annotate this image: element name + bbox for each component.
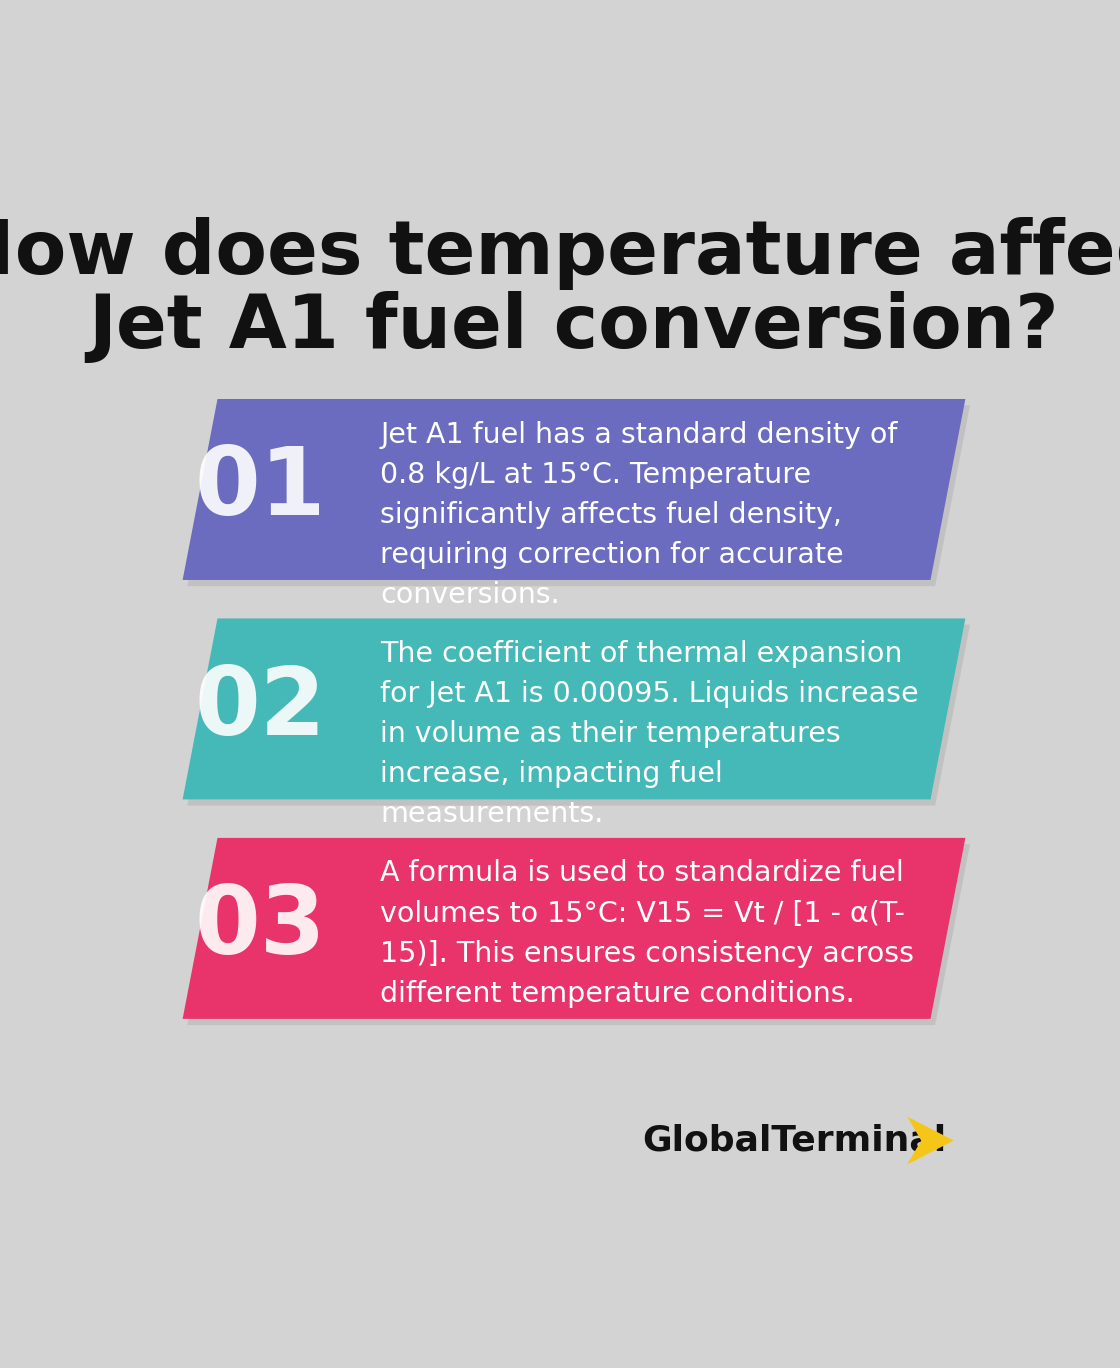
Polygon shape [187,405,970,586]
Polygon shape [183,399,965,580]
Text: A formula is used to standardize fuel
volumes to 15°C: V15 = Vt / [1 - α(T-
15)]: A formula is used to standardize fuel vo… [381,859,914,1008]
Polygon shape [183,839,965,1019]
Text: The coefficient of thermal expansion
for Jet A1 is 0.00095. Liquids increase
in : The coefficient of thermal expansion for… [381,640,918,829]
Text: 02: 02 [194,663,326,755]
Polygon shape [183,618,965,799]
Text: GlobalTerminal: GlobalTerminal [642,1123,946,1157]
Polygon shape [187,844,970,1025]
Polygon shape [907,1116,954,1164]
Text: Jet A1 fuel conversion?: Jet A1 fuel conversion? [88,291,1060,364]
Text: 03: 03 [195,882,326,974]
Polygon shape [187,625,970,806]
Text: How does temperature affect: How does temperature affect [0,216,1120,290]
Text: Jet A1 fuel has a standard density of
0.8 kg/L at 15°C. Temperature
significantl: Jet A1 fuel has a standard density of 0.… [381,420,897,609]
Text: 01: 01 [195,443,326,535]
